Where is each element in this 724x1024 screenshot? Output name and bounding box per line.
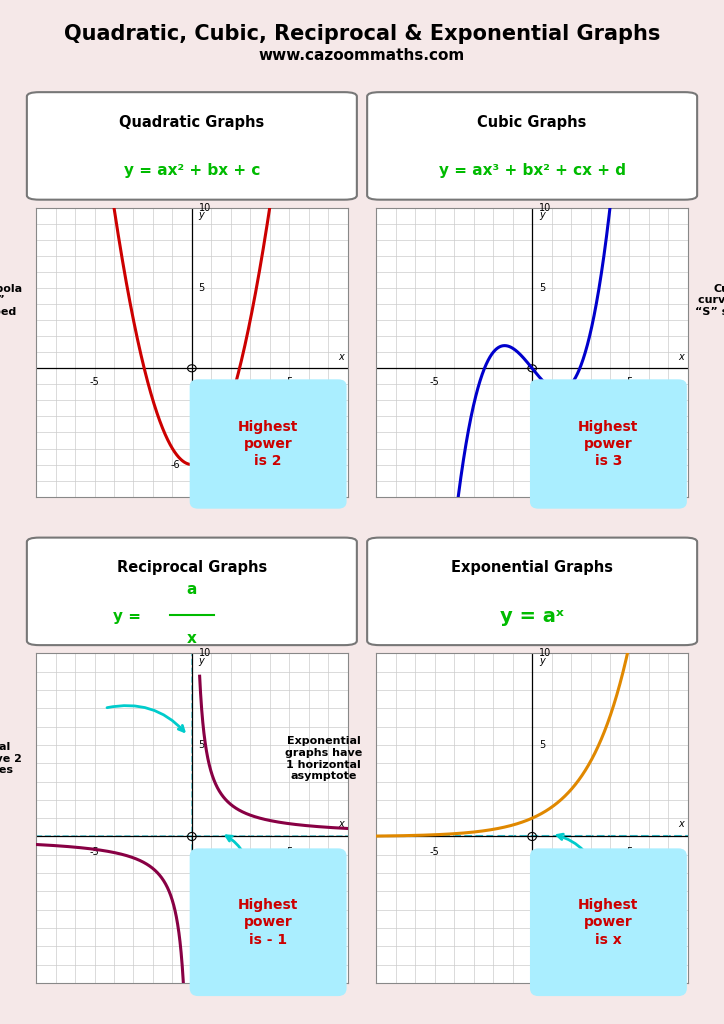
- Text: x: x: [678, 819, 684, 829]
- Text: Quadratic Graphs: Quadratic Graphs: [119, 115, 264, 130]
- Text: y: y: [198, 656, 204, 666]
- Text: y: y: [198, 210, 204, 220]
- Text: Reciprocal
graphs have 2
asymptotes: Reciprocal graphs have 2 asymptotes: [0, 742, 22, 775]
- Text: 10: 10: [539, 203, 551, 213]
- Text: 5: 5: [198, 740, 205, 750]
- Text: -5: -5: [430, 847, 439, 856]
- Text: x: x: [338, 819, 344, 829]
- Text: Cubic Graphs: Cubic Graphs: [477, 115, 587, 130]
- Text: 5: 5: [286, 377, 292, 387]
- Text: 5: 5: [626, 377, 633, 387]
- Text: -5: -5: [198, 923, 209, 933]
- Text: x: x: [678, 352, 684, 361]
- Text: -5: -5: [198, 443, 209, 454]
- Text: Highest
power
is x: Highest power is x: [578, 898, 639, 946]
- Text: 10: 10: [198, 648, 211, 658]
- Text: Highest
power
is - 1: Highest power is - 1: [238, 898, 298, 946]
- Text: Quadratic, Cubic, Reciprocal & Exponential Graphs: Quadratic, Cubic, Reciprocal & Exponenti…: [64, 24, 660, 44]
- FancyBboxPatch shape: [367, 92, 697, 200]
- Text: -5: -5: [90, 377, 99, 387]
- FancyBboxPatch shape: [27, 92, 357, 200]
- Text: Parabola
“U”
shaped: Parabola “U” shaped: [0, 284, 22, 316]
- FancyBboxPatch shape: [190, 848, 347, 996]
- FancyBboxPatch shape: [530, 379, 687, 509]
- Text: 5: 5: [539, 740, 545, 750]
- Text: Highest
power
is 3: Highest power is 3: [578, 420, 639, 468]
- Text: x: x: [338, 352, 344, 361]
- Text: Reciprocal Graphs: Reciprocal Graphs: [117, 560, 267, 575]
- Text: a: a: [187, 582, 197, 597]
- Text: y = ax³ + bx² + cx + d: y = ax³ + bx² + cx + d: [439, 163, 626, 178]
- Text: x: x: [187, 631, 197, 646]
- Text: Highest
power
is 2: Highest power is 2: [238, 420, 298, 468]
- FancyBboxPatch shape: [367, 538, 697, 645]
- Text: y = aˣ: y = aˣ: [500, 606, 564, 626]
- FancyBboxPatch shape: [27, 538, 357, 645]
- Text: -5: -5: [90, 847, 99, 856]
- Text: 5: 5: [198, 283, 205, 293]
- Text: -6: -6: [171, 460, 180, 470]
- Text: y =: y =: [113, 608, 146, 624]
- Text: y = ax² + bx + c: y = ax² + bx + c: [124, 163, 260, 178]
- Text: Exponential Graphs: Exponential Graphs: [451, 560, 613, 575]
- Text: -5: -5: [539, 443, 549, 454]
- Text: 5: 5: [626, 847, 633, 856]
- Text: 5: 5: [539, 283, 545, 293]
- Text: y: y: [539, 656, 544, 666]
- Text: -5: -5: [430, 377, 439, 387]
- Text: Cubic
curves are
“S” shaped: Cubic curves are “S” shaped: [695, 284, 724, 316]
- Text: 10: 10: [539, 648, 551, 658]
- FancyBboxPatch shape: [190, 379, 347, 509]
- FancyBboxPatch shape: [530, 848, 687, 996]
- Text: 10: 10: [198, 203, 211, 213]
- Text: www.cazoommaths.com: www.cazoommaths.com: [259, 48, 465, 63]
- Text: 5: 5: [286, 847, 292, 856]
- Text: -5: -5: [539, 923, 549, 933]
- Text: y: y: [539, 210, 544, 220]
- Text: Exponential
graphs have
1 horizontal
asymptote: Exponential graphs have 1 horizontal asy…: [285, 736, 362, 781]
